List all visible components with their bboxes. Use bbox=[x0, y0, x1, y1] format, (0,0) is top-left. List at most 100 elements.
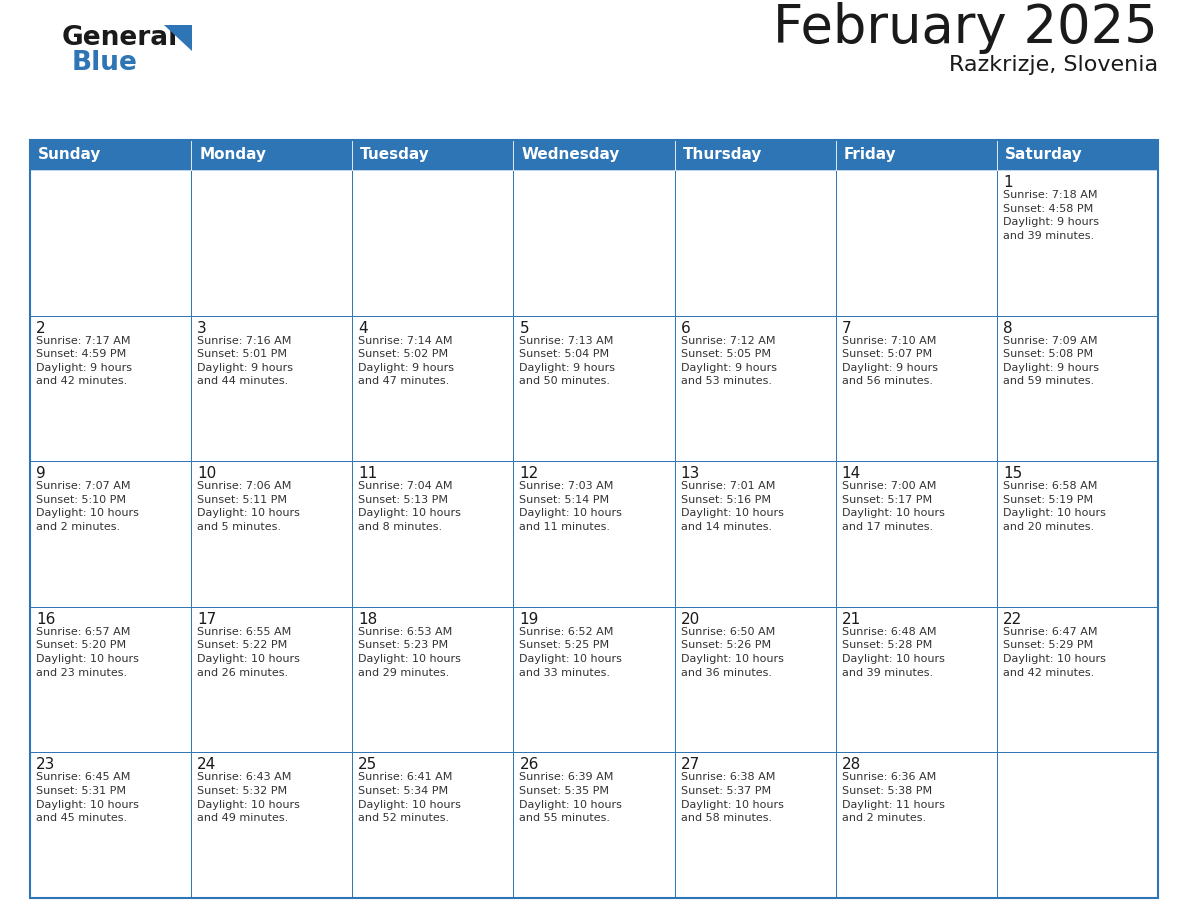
Text: 25: 25 bbox=[359, 757, 378, 772]
Text: Sunrise: 7:12 AM
Sunset: 5:05 PM
Daylight: 9 hours
and 53 minutes.: Sunrise: 7:12 AM Sunset: 5:05 PM Dayligh… bbox=[681, 336, 777, 386]
Bar bbox=[675, 461, 835, 607]
Text: Blue: Blue bbox=[72, 50, 138, 76]
Bar bbox=[835, 316, 997, 461]
Text: Sunrise: 7:04 AM
Sunset: 5:13 PM
Daylight: 10 hours
and 8 minutes.: Sunrise: 7:04 AM Sunset: 5:13 PM Dayligh… bbox=[359, 481, 461, 532]
Bar bbox=[513, 607, 675, 753]
Text: General: General bbox=[62, 25, 178, 51]
Bar bbox=[30, 170, 191, 316]
Text: Sunrise: 7:07 AM
Sunset: 5:10 PM
Daylight: 10 hours
and 2 minutes.: Sunrise: 7:07 AM Sunset: 5:10 PM Dayligh… bbox=[36, 481, 139, 532]
Bar bbox=[997, 316, 1158, 461]
Text: Sunrise: 7:10 AM
Sunset: 5:07 PM
Daylight: 9 hours
and 56 minutes.: Sunrise: 7:10 AM Sunset: 5:07 PM Dayligh… bbox=[842, 336, 937, 386]
Text: Sunrise: 6:45 AM
Sunset: 5:31 PM
Daylight: 10 hours
and 45 minutes.: Sunrise: 6:45 AM Sunset: 5:31 PM Dayligh… bbox=[36, 772, 139, 823]
Bar bbox=[513, 140, 675, 170]
Text: 1: 1 bbox=[1003, 175, 1012, 190]
Text: 14: 14 bbox=[842, 466, 861, 481]
Bar bbox=[997, 170, 1158, 316]
Bar bbox=[835, 140, 997, 170]
Text: Saturday: Saturday bbox=[1005, 148, 1082, 162]
Text: 17: 17 bbox=[197, 611, 216, 627]
Text: Sunrise: 7:14 AM
Sunset: 5:02 PM
Daylight: 9 hours
and 47 minutes.: Sunrise: 7:14 AM Sunset: 5:02 PM Dayligh… bbox=[359, 336, 454, 386]
Text: Sunrise: 6:43 AM
Sunset: 5:32 PM
Daylight: 10 hours
and 49 minutes.: Sunrise: 6:43 AM Sunset: 5:32 PM Dayligh… bbox=[197, 772, 301, 823]
Text: Sunrise: 7:01 AM
Sunset: 5:16 PM
Daylight: 10 hours
and 14 minutes.: Sunrise: 7:01 AM Sunset: 5:16 PM Dayligh… bbox=[681, 481, 783, 532]
Text: 9: 9 bbox=[36, 466, 46, 481]
Text: 11: 11 bbox=[359, 466, 378, 481]
Bar bbox=[675, 607, 835, 753]
Text: Thursday: Thursday bbox=[683, 148, 762, 162]
Text: Sunrise: 6:53 AM
Sunset: 5:23 PM
Daylight: 10 hours
and 29 minutes.: Sunrise: 6:53 AM Sunset: 5:23 PM Dayligh… bbox=[359, 627, 461, 677]
Text: Sunrise: 7:06 AM
Sunset: 5:11 PM
Daylight: 10 hours
and 5 minutes.: Sunrise: 7:06 AM Sunset: 5:11 PM Dayligh… bbox=[197, 481, 301, 532]
Text: 7: 7 bbox=[842, 320, 852, 336]
Text: Sunrise: 7:13 AM
Sunset: 5:04 PM
Daylight: 9 hours
and 50 minutes.: Sunrise: 7:13 AM Sunset: 5:04 PM Dayligh… bbox=[519, 336, 615, 386]
Text: 21: 21 bbox=[842, 611, 861, 627]
Bar bbox=[997, 461, 1158, 607]
Bar bbox=[997, 607, 1158, 753]
Text: Sunrise: 6:48 AM
Sunset: 5:28 PM
Daylight: 10 hours
and 39 minutes.: Sunrise: 6:48 AM Sunset: 5:28 PM Dayligh… bbox=[842, 627, 944, 677]
Text: Sunrise: 7:09 AM
Sunset: 5:08 PM
Daylight: 9 hours
and 59 minutes.: Sunrise: 7:09 AM Sunset: 5:08 PM Dayligh… bbox=[1003, 336, 1099, 386]
Text: 20: 20 bbox=[681, 611, 700, 627]
Bar bbox=[30, 753, 191, 898]
Text: Razkrizje, Slovenia: Razkrizje, Slovenia bbox=[949, 55, 1158, 75]
Bar bbox=[30, 140, 191, 170]
Bar bbox=[835, 170, 997, 316]
Text: 26: 26 bbox=[519, 757, 539, 772]
Text: Wednesday: Wednesday bbox=[522, 148, 620, 162]
Bar bbox=[191, 140, 353, 170]
Bar bbox=[30, 140, 1158, 898]
Text: 4: 4 bbox=[359, 320, 368, 336]
Text: Sunrise: 6:41 AM
Sunset: 5:34 PM
Daylight: 10 hours
and 52 minutes.: Sunrise: 6:41 AM Sunset: 5:34 PM Dayligh… bbox=[359, 772, 461, 823]
Text: February 2025: February 2025 bbox=[773, 2, 1158, 54]
Text: Sunrise: 7:00 AM
Sunset: 5:17 PM
Daylight: 10 hours
and 17 minutes.: Sunrise: 7:00 AM Sunset: 5:17 PM Dayligh… bbox=[842, 481, 944, 532]
Text: 12: 12 bbox=[519, 466, 538, 481]
Text: Sunday: Sunday bbox=[38, 148, 101, 162]
Text: 19: 19 bbox=[519, 611, 539, 627]
Text: 13: 13 bbox=[681, 466, 700, 481]
Text: Sunrise: 6:47 AM
Sunset: 5:29 PM
Daylight: 10 hours
and 42 minutes.: Sunrise: 6:47 AM Sunset: 5:29 PM Dayligh… bbox=[1003, 627, 1106, 677]
Text: Sunrise: 6:55 AM
Sunset: 5:22 PM
Daylight: 10 hours
and 26 minutes.: Sunrise: 6:55 AM Sunset: 5:22 PM Dayligh… bbox=[197, 627, 301, 677]
Bar bbox=[353, 316, 513, 461]
Bar bbox=[835, 607, 997, 753]
Bar bbox=[30, 607, 191, 753]
Text: Sunrise: 7:16 AM
Sunset: 5:01 PM
Daylight: 9 hours
and 44 minutes.: Sunrise: 7:16 AM Sunset: 5:01 PM Dayligh… bbox=[197, 336, 293, 386]
Bar bbox=[675, 316, 835, 461]
Text: 22: 22 bbox=[1003, 611, 1022, 627]
Text: 3: 3 bbox=[197, 320, 207, 336]
Bar bbox=[191, 170, 353, 316]
Bar bbox=[997, 753, 1158, 898]
Bar bbox=[513, 753, 675, 898]
Bar bbox=[30, 461, 191, 607]
Bar bbox=[835, 461, 997, 607]
Text: 10: 10 bbox=[197, 466, 216, 481]
Text: 15: 15 bbox=[1003, 466, 1022, 481]
Text: Sunrise: 6:58 AM
Sunset: 5:19 PM
Daylight: 10 hours
and 20 minutes.: Sunrise: 6:58 AM Sunset: 5:19 PM Dayligh… bbox=[1003, 481, 1106, 532]
Bar bbox=[513, 461, 675, 607]
Text: 16: 16 bbox=[36, 611, 56, 627]
Text: Sunrise: 6:50 AM
Sunset: 5:26 PM
Daylight: 10 hours
and 36 minutes.: Sunrise: 6:50 AM Sunset: 5:26 PM Dayligh… bbox=[681, 627, 783, 677]
Bar bbox=[835, 753, 997, 898]
Bar bbox=[30, 316, 191, 461]
Bar bbox=[191, 316, 353, 461]
Bar bbox=[191, 607, 353, 753]
Bar bbox=[675, 140, 835, 170]
Text: Friday: Friday bbox=[843, 148, 897, 162]
Bar bbox=[675, 753, 835, 898]
Bar bbox=[191, 753, 353, 898]
Text: 24: 24 bbox=[197, 757, 216, 772]
Text: 2: 2 bbox=[36, 320, 45, 336]
Text: Sunrise: 6:38 AM
Sunset: 5:37 PM
Daylight: 10 hours
and 58 minutes.: Sunrise: 6:38 AM Sunset: 5:37 PM Dayligh… bbox=[681, 772, 783, 823]
Bar bbox=[513, 316, 675, 461]
Text: Sunrise: 6:52 AM
Sunset: 5:25 PM
Daylight: 10 hours
and 33 minutes.: Sunrise: 6:52 AM Sunset: 5:25 PM Dayligh… bbox=[519, 627, 623, 677]
Text: Sunrise: 6:36 AM
Sunset: 5:38 PM
Daylight: 11 hours
and 2 minutes.: Sunrise: 6:36 AM Sunset: 5:38 PM Dayligh… bbox=[842, 772, 944, 823]
Bar bbox=[353, 753, 513, 898]
Text: 23: 23 bbox=[36, 757, 56, 772]
Text: 28: 28 bbox=[842, 757, 861, 772]
Text: Sunrise: 7:03 AM
Sunset: 5:14 PM
Daylight: 10 hours
and 11 minutes.: Sunrise: 7:03 AM Sunset: 5:14 PM Dayligh… bbox=[519, 481, 623, 532]
Bar bbox=[997, 140, 1158, 170]
Text: Sunrise: 7:17 AM
Sunset: 4:59 PM
Daylight: 9 hours
and 42 minutes.: Sunrise: 7:17 AM Sunset: 4:59 PM Dayligh… bbox=[36, 336, 132, 386]
Text: Sunrise: 6:57 AM
Sunset: 5:20 PM
Daylight: 10 hours
and 23 minutes.: Sunrise: 6:57 AM Sunset: 5:20 PM Dayligh… bbox=[36, 627, 139, 677]
Polygon shape bbox=[164, 25, 192, 51]
Bar bbox=[353, 170, 513, 316]
Text: Sunrise: 6:39 AM
Sunset: 5:35 PM
Daylight: 10 hours
and 55 minutes.: Sunrise: 6:39 AM Sunset: 5:35 PM Dayligh… bbox=[519, 772, 623, 823]
Text: Tuesday: Tuesday bbox=[360, 148, 430, 162]
Text: 27: 27 bbox=[681, 757, 700, 772]
Bar bbox=[353, 461, 513, 607]
